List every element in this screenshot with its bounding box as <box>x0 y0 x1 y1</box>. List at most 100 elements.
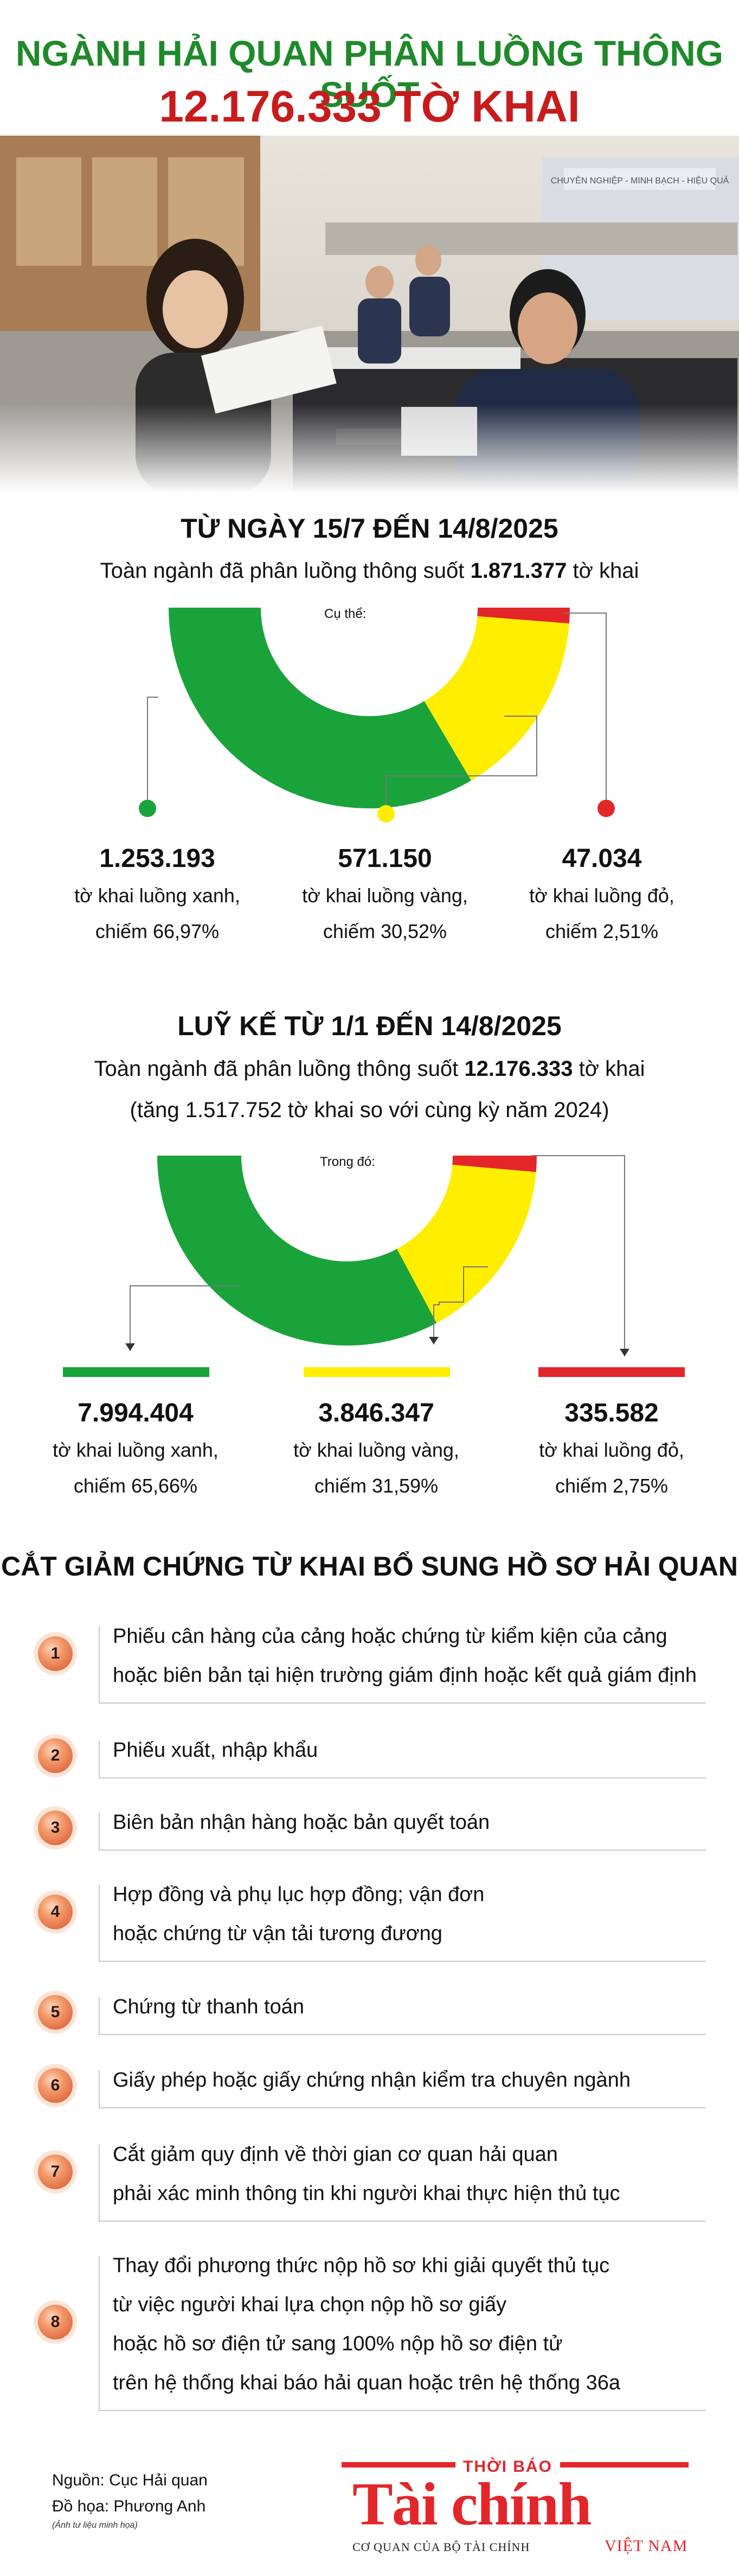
item-underline <box>99 2221 706 2222</box>
section2-green-line1: tờ khai luồng xanh, <box>53 1439 219 1461</box>
section2-donut-arrowhead-1 <box>429 1337 439 1344</box>
section2-donut-arrowhead-2 <box>620 1349 629 1356</box>
item-number-badge: 6 <box>38 2068 73 2103</box>
item-number-badge: 1 <box>38 1636 73 1671</box>
section2-green-block: 7.994.404 tờ khai luồng xanh, chiếm 65,6… <box>22 1398 249 1504</box>
item-number-badge: 8 <box>38 2305 73 2339</box>
section2-red-line1: tờ khai luồng đỏ, <box>539 1439 684 1461</box>
item-number-badge: 4 <box>38 1895 73 1929</box>
section2-summary: Toàn ngành đã phân luồng thông suốt 12.1… <box>0 1057 739 1081</box>
item-text-line: Hợp đồng và phụ lục hợp đồng; vận đơn <box>113 1883 485 1906</box>
publisher-logo: THỜI BÁO Tài chính CƠ QUAN CỦA BỘ TÀI CH… <box>342 2452 689 2561</box>
item-text-line: hoặc hồ sơ điện tử sang 100% nộp hồ sơ đ… <box>113 2332 563 2355</box>
section1-green-block: 1.253.193 tờ khai luồng xanh, chiếm 66,9… <box>43 844 271 949</box>
item-text-line: Phiếu cân hàng của cảng hoặc chứng từ ki… <box>113 1625 667 1648</box>
section2-donut-arrowhead-0 <box>125 1343 135 1351</box>
section1-donut-segment-1 <box>424 616 569 781</box>
section1-title: TỪ NGÀY 15/7 ĐẾN 14/8/2025 <box>181 513 558 544</box>
section2-green-value: 7.994.404 <box>78 1399 194 1427</box>
section1-summary-value: 1.871.377 <box>470 559 567 583</box>
item-underline <box>99 2034 706 2035</box>
item-number-badge: 3 <box>38 1810 73 1845</box>
item-underline <box>99 1703 706 1704</box>
item-bracket-line <box>99 1627 100 1703</box>
item-text-line: hoặc biên bản tại hiện trường giám định … <box>113 1664 697 1687</box>
item-number-badge: 5 <box>38 1995 73 2030</box>
title-line-2: 12.176.333 TỜ KHAI <box>159 82 580 131</box>
section1-yellow-value: 571.150 <box>338 844 432 873</box>
section1-donut-connector-0 <box>147 697 158 808</box>
logo-country-text: VIỆT NAM <box>605 2537 688 2555</box>
item-bracket-line <box>99 1813 100 1850</box>
section2-donut-connector-1 <box>433 1266 488 1344</box>
item-bracket-line <box>99 2070 100 2107</box>
reduction-item: 6 Giấy phép hoặc giấy chứng nhận kiểm tra… <box>38 2066 710 2108</box>
header-photo: CHUYÊN NGHIỆP - MINH BẠCH - HIỆU QUẢ <box>0 136 739 494</box>
item-underline <box>99 2107 706 2108</box>
section1-summary-prefix: Toàn ngành đã phân luồng thông suốt <box>100 559 471 583</box>
item-bracket-line <box>99 1740 100 1777</box>
reduction-item: 3 Biên bản nhận hàng hoặc bản quyết toán <box>38 1808 710 1851</box>
section1-green-line2: chiếm 66,97% <box>95 920 220 942</box>
section2-summary-line2: (tăng 1.517.752 tờ khai so với cùng kỳ n… <box>130 1098 609 1122</box>
item-text-line: Cắt giảm quy định về thời gian cơ quan h… <box>113 2143 558 2166</box>
logo-top-text: THỜI BÁO <box>455 2458 560 2476</box>
section2-donut-segment-2 <box>452 1156 537 1172</box>
section2-donut-chart <box>125 1155 629 1356</box>
section2-donut-label: Trong đó: <box>320 1155 375 1169</box>
section2-red-value: 335.582 <box>564 1399 659 1427</box>
item-text-line: từ việc người khai lựa chọn nộp hồ sơ gi… <box>113 2293 507 2316</box>
section1-red-line2: chiếm 2,51% <box>545 920 659 942</box>
section2-donut-connector-0 <box>130 1285 239 1351</box>
section1-donut-label: Cụ thể: <box>324 607 367 621</box>
footer-graphics: Đồ họa: Phương Anh <box>52 2497 206 2515</box>
section2-donut-segment-0 <box>157 1156 437 1346</box>
footer-photo-note: (Ảnh tư liệu minh họa) <box>52 2521 138 2530</box>
section1-green-line1: tờ khai luồng xanh, <box>74 884 240 907</box>
section1-yellow-block: 571.150 tờ khai luồng vàng, chiếm 30,52% <box>271 844 499 949</box>
section2-red-line2: chiếm 2,75% <box>555 1475 669 1497</box>
item-text-line: Biên bản nhận hàng hoặc bản quyết toán <box>113 1811 490 1834</box>
section1-green-value: 1.253.193 <box>99 844 215 873</box>
section1-red-line1: tờ khai luồng đỏ, <box>529 884 674 907</box>
section1-red-block: 47.034 tờ khai luồng đỏ, chiếm 2,51% <box>488 844 716 949</box>
item-text-line: Giấy phép hoặc giấy chứng nhận kiểm tra … <box>113 2069 631 2092</box>
item-underline <box>99 1961 706 1962</box>
item-bracket-line <box>99 1885 100 1961</box>
reduction-item: 5 Chứng từ thanh toán <box>38 1993 710 2035</box>
section1-donut-marker-0 <box>139 800 156 817</box>
reduction-item: 7 Cắt giảm quy định về thời gian cơ quan … <box>38 2140 710 2222</box>
section1-donut-connector-2 <box>564 613 607 808</box>
section1-donut-segment-2 <box>477 608 570 624</box>
section2-yellow-line2: chiếm 31,59% <box>314 1475 439 1497</box>
item-number-badge: 2 <box>38 1738 73 1773</box>
reduction-item: 8 Thay đổi phương thức nộp hồ sơ khi giải… <box>38 2252 710 2411</box>
item-text-line: phải xác minh thông tin khi người khai t… <box>113 2182 620 2205</box>
reduction-item: 2 Phiếu xuất, nhập khẩu <box>38 1736 710 1778</box>
section2-yellow-bar <box>304 1367 450 1377</box>
logo-main-text: Tài chính <box>352 2471 592 2538</box>
title-line-1: NGÀNH HẢI QUAN PHÂN LUỒNG THÔNG SUỐT <box>15 33 724 114</box>
section2-red-block: 335.582 tờ khai luồng đỏ, chiếm 2,75% <box>498 1398 725 1504</box>
section1-donut-segment-0 <box>169 608 472 808</box>
section1-yellow-line2: chiếm 30,52% <box>323 920 447 942</box>
item-number-badge: 7 <box>38 2154 73 2189</box>
reduction-item: 1 Phiếu cân hàng của cảng hoặc chứng từ k… <box>38 1622 710 1704</box>
item-text-line: hoặc chứng từ vận tải tương đương <box>113 1922 442 1945</box>
item-underline <box>99 1777 706 1778</box>
logo-sub-text: CƠ QUAN CỦA BỘ TÀI CHÍNH <box>352 2540 530 2554</box>
item-bracket-line <box>99 1997 100 2034</box>
section2-donut-connector-2 <box>531 1155 625 1356</box>
footer-source: Nguồn: Cục Hải quan <box>52 2471 208 2489</box>
section2-red-bar <box>538 1367 685 1377</box>
section1-donut-connector-1 <box>385 716 537 814</box>
section2-donut-segment-1 <box>397 1164 536 1323</box>
item-text-line: trên hệ thống khai báo hải quan hoặc trê… <box>113 2371 620 2394</box>
section1-donut-marker-1 <box>377 805 395 822</box>
reduction-item: 4 Hợp đồng và phụ lục hợp đồng; vận đơn ho… <box>38 1880 710 1962</box>
item-underline <box>99 1850 706 1851</box>
section3-title: CẮT GIẢM CHỨNG TỪ KHAI BỔ SUNG HỒ SƠ HẢI… <box>1 1551 738 1582</box>
item-text-line: Phiếu xuất, nhập khẩu <box>113 1739 318 1762</box>
section1-donut-chart <box>139 608 615 822</box>
section2-title: LUỸ KẾ TỪ 1/1 ĐẾN 14/8/2025 <box>177 1011 562 1041</box>
